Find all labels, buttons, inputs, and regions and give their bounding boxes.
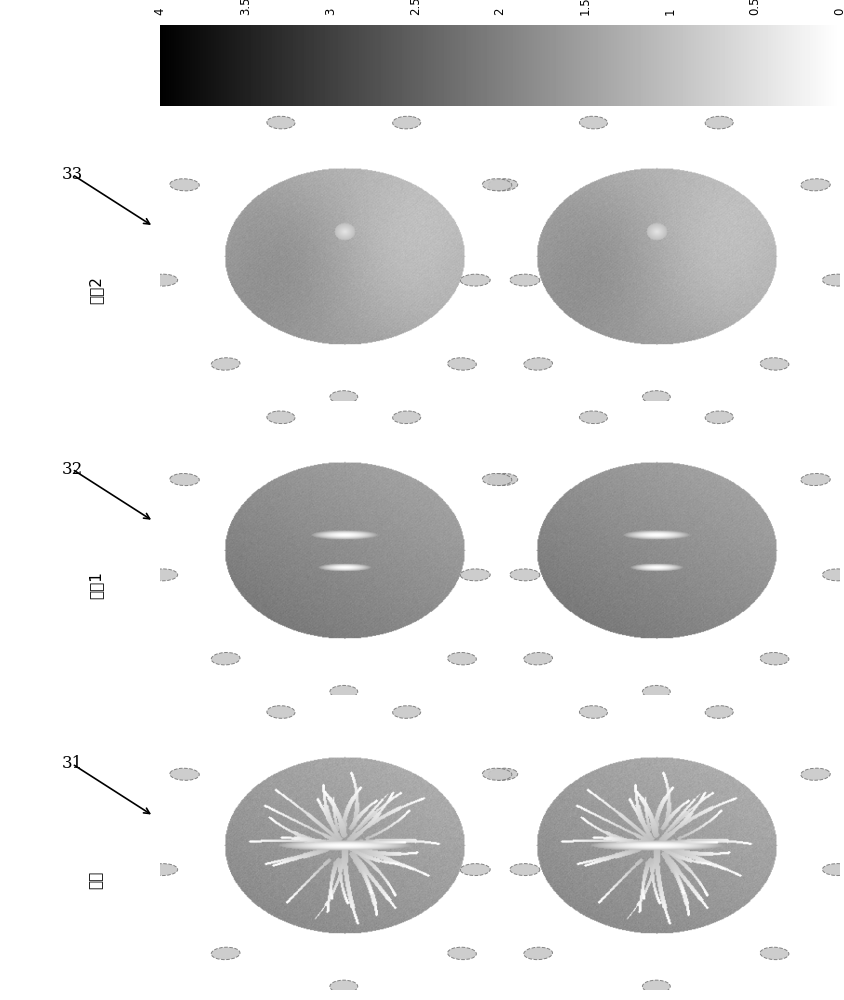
Text: 31: 31	[62, 755, 83, 772]
Ellipse shape	[170, 473, 199, 486]
Text: 0: 0	[833, 8, 844, 15]
Ellipse shape	[447, 652, 476, 665]
Ellipse shape	[148, 864, 178, 876]
Ellipse shape	[267, 116, 295, 129]
Ellipse shape	[148, 274, 178, 286]
Text: 1: 1	[663, 8, 676, 15]
Ellipse shape	[579, 706, 608, 718]
Ellipse shape	[460, 864, 490, 876]
Ellipse shape	[483, 179, 511, 191]
Text: 原始: 原始	[89, 871, 103, 889]
Ellipse shape	[211, 358, 240, 370]
Ellipse shape	[483, 473, 511, 486]
Ellipse shape	[822, 864, 844, 876]
Ellipse shape	[510, 274, 540, 286]
Text: 2.5: 2.5	[408, 0, 422, 15]
Ellipse shape	[211, 947, 240, 960]
Ellipse shape	[330, 391, 358, 403]
Ellipse shape	[460, 569, 490, 581]
Text: 样本2: 样本2	[89, 276, 103, 304]
Ellipse shape	[510, 569, 540, 581]
Text: 4: 4	[154, 8, 167, 15]
Ellipse shape	[447, 358, 476, 370]
Ellipse shape	[170, 179, 199, 191]
Ellipse shape	[760, 358, 789, 370]
Ellipse shape	[760, 652, 789, 665]
Ellipse shape	[267, 706, 295, 718]
Ellipse shape	[706, 411, 733, 424]
Ellipse shape	[524, 358, 553, 370]
Text: 0.5: 0.5	[749, 0, 761, 15]
Ellipse shape	[822, 274, 844, 286]
Ellipse shape	[483, 768, 511, 780]
Ellipse shape	[211, 652, 240, 665]
Ellipse shape	[642, 685, 670, 698]
Text: 32: 32	[62, 461, 83, 478]
Ellipse shape	[510, 864, 540, 876]
Ellipse shape	[148, 569, 178, 581]
Ellipse shape	[801, 179, 830, 191]
Ellipse shape	[392, 116, 421, 129]
Ellipse shape	[524, 652, 553, 665]
Ellipse shape	[460, 274, 490, 286]
Ellipse shape	[267, 411, 295, 424]
Ellipse shape	[170, 768, 199, 780]
Ellipse shape	[822, 569, 844, 581]
Ellipse shape	[760, 947, 789, 960]
Ellipse shape	[642, 980, 670, 993]
Ellipse shape	[489, 768, 517, 780]
Ellipse shape	[330, 980, 358, 993]
Ellipse shape	[524, 947, 553, 960]
Text: 3: 3	[324, 8, 337, 15]
Ellipse shape	[706, 706, 733, 718]
Text: 2: 2	[494, 8, 506, 15]
Ellipse shape	[330, 685, 358, 698]
Ellipse shape	[392, 411, 421, 424]
Ellipse shape	[706, 116, 733, 129]
Ellipse shape	[801, 473, 830, 486]
Text: 3.5: 3.5	[239, 0, 252, 15]
Ellipse shape	[579, 116, 608, 129]
Ellipse shape	[447, 947, 476, 960]
Ellipse shape	[489, 473, 517, 486]
Ellipse shape	[579, 411, 608, 424]
Ellipse shape	[489, 179, 517, 191]
Text: 1.5: 1.5	[578, 0, 592, 15]
Text: 样本1: 样本1	[89, 571, 103, 599]
Text: 33: 33	[62, 166, 83, 183]
Ellipse shape	[392, 706, 421, 718]
Ellipse shape	[801, 768, 830, 780]
Ellipse shape	[642, 391, 670, 403]
